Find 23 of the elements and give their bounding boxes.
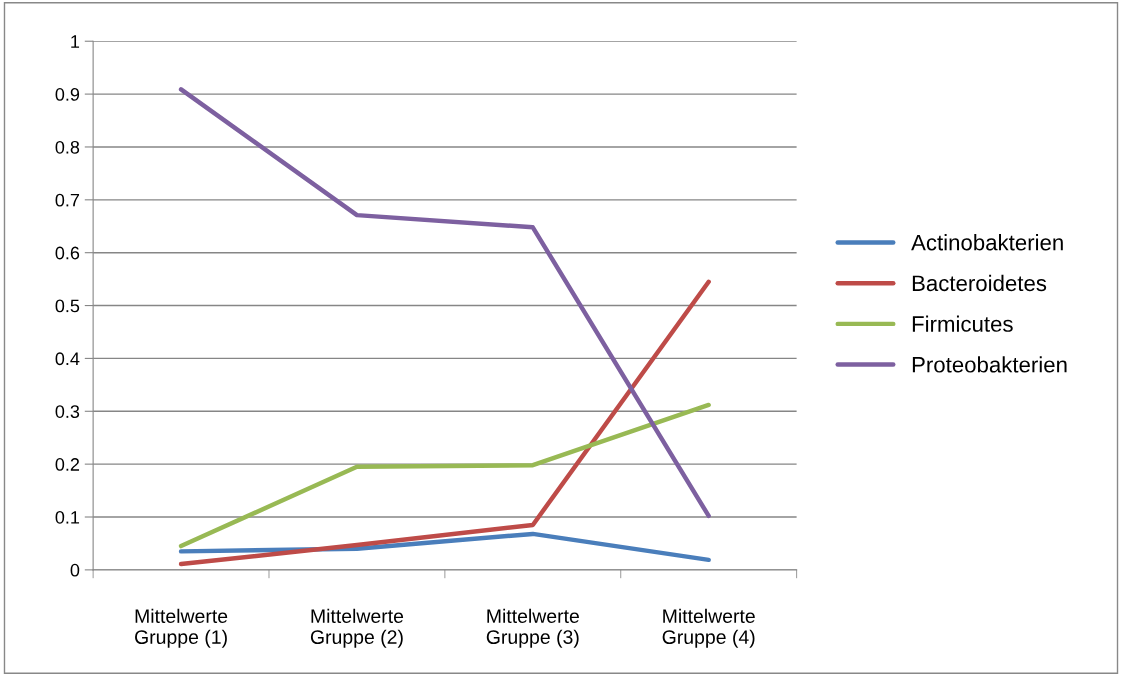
y-tick-label: 0.5 (55, 299, 80, 313)
x-tick-label: Mittelwerte Gruppe (4) (662, 608, 755, 648)
legend-label: Firmicutes (912, 315, 1013, 332)
y-tick-label: 0.9 (55, 88, 80, 101)
y-tick-label: 0.6 (55, 246, 80, 260)
y-tick-label: 0.1 (55, 510, 80, 524)
legend-label: Actinobakterien (911, 234, 1063, 251)
y-tick-label: 0.8 (55, 140, 80, 154)
line-series (178, 531, 711, 563)
y-tick-label: 1 (71, 35, 80, 48)
x-tick-label: Mittelwerte Gruppe (2) (310, 608, 404, 648)
y-tick-label: 0.2 (55, 458, 80, 471)
line-series (178, 87, 711, 519)
x-tick-label: Mittelwerte Gruppe (1) (135, 608, 228, 648)
y-tick-label: 0 (70, 563, 80, 577)
y-tick-label: 0.3 (55, 405, 80, 418)
line-series (178, 402, 711, 549)
line-series (178, 279, 711, 567)
legend-label: Bacteroidetes (912, 274, 1047, 292)
legend-label: Proteobakterien (912, 356, 1067, 373)
x-tick-label: Mittelwerte Gruppe (3) (486, 608, 579, 648)
y-tick-label: 0.4 (55, 352, 80, 366)
y-tick-label: 0.7 (55, 193, 80, 207)
